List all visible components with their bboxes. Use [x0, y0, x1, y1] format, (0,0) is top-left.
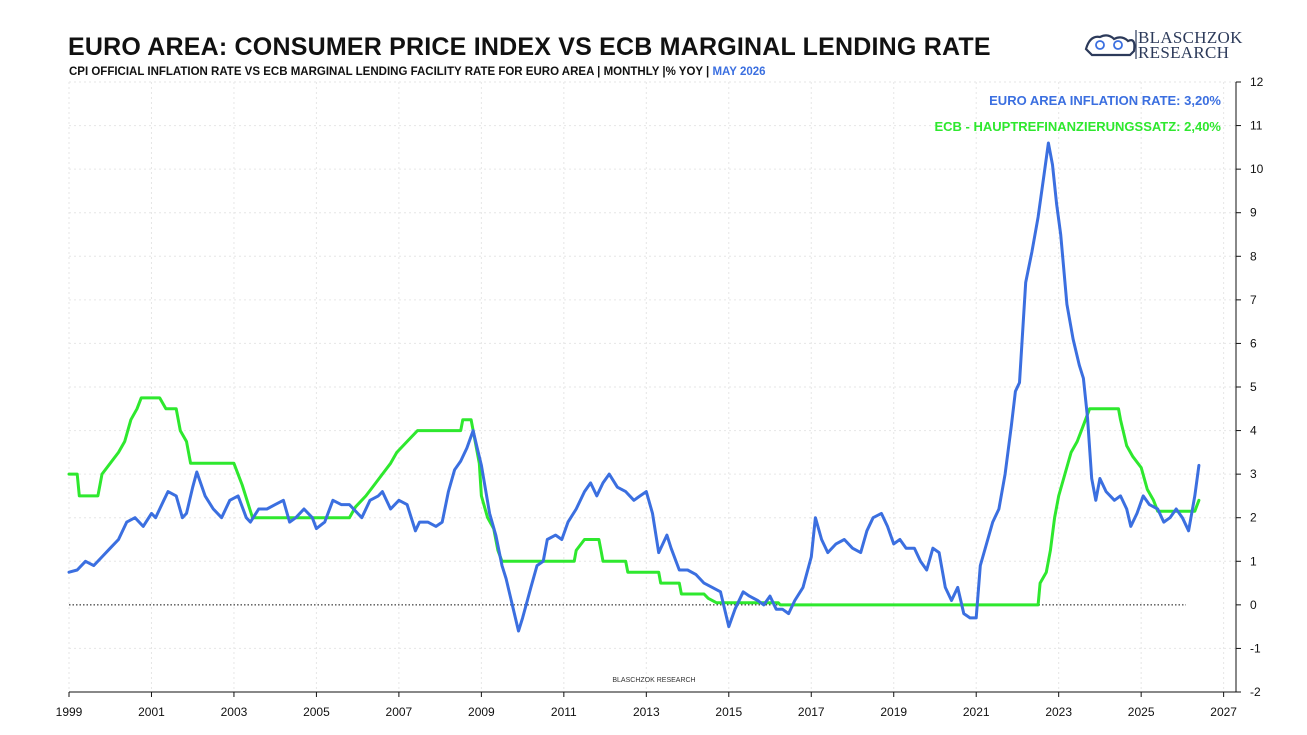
y-tick-label: -2 [1250, 685, 1261, 699]
x-tick-label: 2021 [963, 705, 990, 719]
y-tick-label: 10 [1250, 162, 1264, 176]
x-tick-label: 2025 [1128, 705, 1155, 719]
logo-text-line2: RESEARCH [1138, 43, 1230, 62]
y-tick-label: 5 [1250, 380, 1257, 394]
x-tick-label: 2005 [303, 705, 330, 719]
y-tick-label: 6 [1250, 336, 1257, 350]
x-tick-label: 2003 [221, 705, 248, 719]
series-lines [67, 141, 1201, 633]
x-tick-label: 2011 [551, 705, 577, 719]
ecb-series-line [67, 396, 1201, 607]
blaschzok-logo-icon [1084, 30, 1137, 59]
logo-text-line1: BLASCHZOK [1138, 28, 1243, 47]
y-tick-label: 3 [1250, 467, 1257, 481]
grid-lines [68, 81, 1236, 693]
x-tick-label: 2015 [715, 705, 742, 719]
chart-title: EURO AREA: CONSUMER PRICE INDEX VS ECB M… [68, 33, 991, 61]
y-tick-label: 8 [1250, 249, 1257, 263]
x-tick-label: 2027 [1210, 705, 1237, 719]
x-tick-label: 2007 [386, 705, 413, 719]
y-tick-label: 2 [1250, 511, 1257, 525]
y-tick-label: 4 [1250, 424, 1257, 438]
legend-ecb: ECB - HAUPTREFINANZIERUNGSSATZ: 2,40% [934, 119, 1221, 134]
x-tick-label: 2009 [468, 705, 495, 719]
y-tick-label: 12 [1250, 75, 1264, 89]
y-tick-label: 1 [1250, 554, 1257, 568]
x-tick-label: 2023 [1045, 705, 1072, 719]
subtitle-text: CPI OFFICIAL INFLATION RATE VS ECB MARGI… [69, 66, 713, 78]
x-tick-label: 2019 [880, 705, 907, 719]
x-tick-label: 2017 [798, 705, 825, 719]
watermark: BLASCHZOK RESEARCH [612, 677, 695, 684]
legend-cpi: EURO AREA INFLATION RATE: 3,20% [989, 93, 1221, 108]
y-tick-label: 0 [1250, 598, 1257, 612]
x-tick-label: 2001 [138, 705, 165, 719]
y-tick-label: -1 [1250, 641, 1261, 655]
cpi-series-line [67, 141, 1201, 633]
x-tick-label: 2013 [633, 705, 660, 719]
y-tick-label: 7 [1250, 293, 1257, 307]
x-tick-label: 1999 [56, 705, 83, 719]
y-tick-label: 9 [1250, 206, 1257, 220]
chart-subtitle: CPI OFFICIAL INFLATION RATE VS ECB MARGI… [69, 66, 766, 78]
subtitle-date: MAY 2026 [712, 66, 766, 78]
y-tick-label: 11 [1250, 119, 1263, 133]
